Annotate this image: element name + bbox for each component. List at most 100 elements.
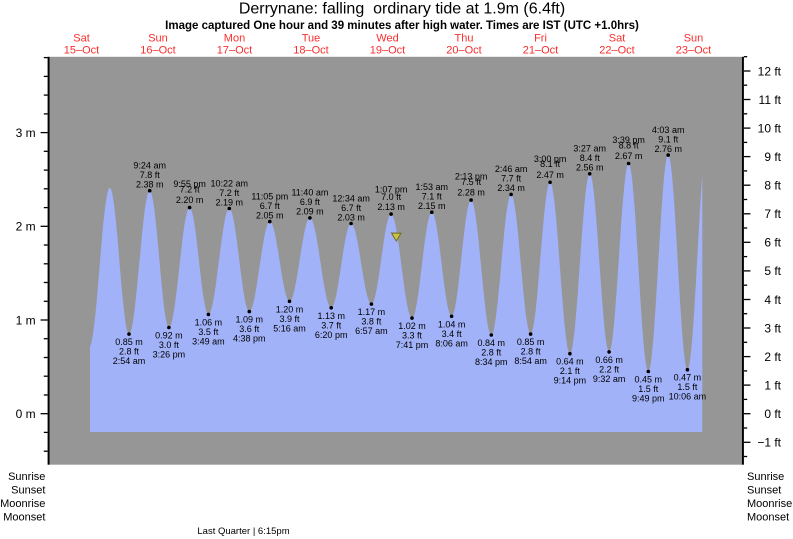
svg-text:Derrynane: falling ordinary t: Derrynane: falling ordinary tide at 1.9m… (239, 1, 565, 18)
svg-text:3.8 ft: 3.8 ft (361, 317, 382, 327)
svg-text:Moonrise: Moonrise (747, 498, 792, 510)
svg-text:6.7 ft: 6.7 ft (341, 203, 362, 213)
svg-text:0.47 m: 0.47 m (674, 373, 702, 383)
svg-text:2.03 m: 2.03 m (337, 212, 365, 222)
svg-text:2.56 m: 2.56 m (576, 163, 604, 173)
svg-text:3:39 pm: 3:39 pm (612, 135, 645, 145)
svg-text:0.85 m: 0.85 m (115, 337, 143, 347)
svg-text:2.15 m: 2.15 m (418, 201, 446, 211)
svg-text:3:49 am: 3:49 am (192, 336, 225, 346)
svg-text:7.2 ft: 7.2 ft (219, 188, 240, 198)
svg-text:8:34 pm: 8:34 pm (475, 357, 508, 367)
svg-text:3.6 ft: 3.6 ft (239, 324, 260, 334)
svg-text:7:41 pm: 7:41 pm (396, 340, 429, 350)
svg-text:2.47 m: 2.47 m (536, 170, 564, 180)
svg-text:Moonrise: Moonrise (0, 498, 45, 510)
svg-text:Thu: Thu (455, 33, 474, 45)
svg-text:10 ft: 10 ft (758, 121, 782, 135)
svg-text:15–Oct: 15–Oct (64, 45, 99, 57)
svg-text:7 ft: 7 ft (764, 207, 781, 221)
svg-text:2.2 ft: 2.2 ft (599, 364, 620, 374)
svg-text:3.7 ft: 3.7 ft (321, 320, 342, 330)
svg-text:11:05 pm: 11:05 pm (251, 191, 288, 201)
svg-text:Sat: Sat (73, 33, 90, 45)
svg-text:Sat: Sat (609, 33, 626, 45)
svg-text:1.17 m: 1.17 m (358, 307, 386, 317)
svg-text:16–Oct: 16–Oct (140, 45, 175, 57)
svg-text:Tue: Tue (302, 33, 321, 45)
svg-text:1.09 m: 1.09 m (236, 315, 264, 325)
svg-text:Sunrise: Sunrise (8, 471, 45, 483)
svg-text:1:07 pm: 1:07 pm (375, 184, 408, 194)
svg-text:Sun: Sun (148, 33, 168, 45)
svg-text:2:13 pm: 2:13 pm (455, 172, 488, 182)
svg-text:0.84 m: 0.84 m (478, 338, 506, 348)
svg-text:Sunrise: Sunrise (747, 471, 784, 483)
svg-text:8.1 ft: 8.1 ft (540, 159, 561, 169)
svg-text:9:49 pm: 9:49 pm (632, 394, 665, 404)
svg-text:9:55 pm: 9:55 pm (173, 179, 206, 189)
svg-text:1.02 m: 1.02 m (398, 321, 426, 331)
svg-text:3 m: 3 m (16, 126, 36, 140)
svg-text:8.4 ft: 8.4 ft (580, 153, 601, 163)
svg-text:7.7 ft: 7.7 ft (501, 174, 522, 184)
svg-text:3:26 pm: 3:26 pm (153, 350, 186, 360)
svg-text:3 ft: 3 ft (764, 321, 781, 335)
svg-text:Sunset: Sunset (747, 484, 781, 496)
svg-text:8:54 am: 8:54 am (514, 356, 547, 366)
svg-text:3.4 ft: 3.4 ft (442, 329, 463, 339)
svg-text:2.28 m: 2.28 m (457, 188, 485, 198)
svg-text:2.20 m: 2.20 m (176, 195, 204, 205)
svg-text:2.09 m: 2.09 m (296, 207, 324, 217)
svg-text:20–Oct: 20–Oct (446, 45, 481, 57)
svg-text:4:38 pm: 4:38 pm (233, 334, 266, 344)
svg-text:7.5 ft: 7.5 ft (461, 177, 482, 187)
svg-text:10:06 am: 10:06 am (669, 392, 707, 402)
svg-text:9:14 pm: 9:14 pm (554, 376, 587, 386)
svg-text:8 ft: 8 ft (764, 179, 781, 193)
svg-text:2.19 m: 2.19 m (216, 197, 244, 207)
svg-text:2.67 m: 2.67 m (615, 151, 643, 161)
svg-text:Last Quarter | 6:15pm: Last Quarter | 6:15pm (197, 526, 289, 537)
svg-text:21–Oct: 21–Oct (523, 45, 558, 57)
svg-text:1 ft: 1 ft (764, 378, 781, 392)
svg-text:0 ft: 0 ft (764, 407, 781, 421)
svg-text:3:27 am: 3:27 am (573, 144, 606, 154)
svg-text:0 m: 0 m (16, 407, 36, 421)
svg-text:2.8 ft: 2.8 ft (481, 348, 502, 358)
svg-text:Fri: Fri (534, 33, 547, 45)
svg-text:3:00 pm: 3:00 pm (534, 154, 567, 164)
svg-text:2 m: 2 m (16, 220, 36, 234)
svg-text:Mon: Mon (224, 33, 245, 45)
svg-text:2.13 m: 2.13 m (377, 202, 405, 212)
svg-text:9:32 am: 9:32 am (593, 374, 626, 384)
svg-text:23–Oct: 23–Oct (676, 45, 711, 57)
svg-text:2.1 ft: 2.1 ft (560, 366, 581, 376)
svg-text:3.0 ft: 3.0 ft (159, 340, 180, 350)
svg-text:3.9 ft: 3.9 ft (279, 314, 300, 324)
svg-text:22–Oct: 22–Oct (599, 45, 634, 57)
svg-text:2:46 am: 2:46 am (495, 164, 528, 174)
svg-text:9:24 am: 9:24 am (133, 161, 166, 171)
svg-text:1.06 m: 1.06 m (195, 317, 223, 327)
svg-text:1.20 m: 1.20 m (276, 304, 304, 314)
svg-text:2:54 am: 2:54 am (113, 356, 146, 366)
svg-text:2.38 m: 2.38 m (136, 180, 164, 190)
svg-text:7.2 ft: 7.2 ft (180, 184, 201, 194)
svg-text:1.13 m: 1.13 m (317, 311, 345, 321)
svg-text:0.66 m: 0.66 m (595, 355, 623, 365)
svg-text:2.8 ft: 2.8 ft (521, 347, 542, 357)
svg-text:1 m: 1 m (16, 313, 36, 327)
svg-text:2.34 m: 2.34 m (497, 183, 525, 193)
svg-text:5 ft: 5 ft (764, 264, 781, 278)
svg-text:7.0 ft: 7.0 ft (381, 192, 402, 202)
svg-text:3.3 ft: 3.3 ft (402, 331, 423, 341)
svg-text:6.9 ft: 6.9 ft (300, 197, 321, 207)
svg-text:1.04 m: 1.04 m (438, 319, 466, 329)
svg-text:6:20 pm: 6:20 pm (315, 330, 348, 340)
svg-text:3.5 ft: 3.5 ft (198, 327, 219, 337)
svg-text:4:03 am: 4:03 am (652, 125, 685, 135)
svg-text:6 ft: 6 ft (764, 236, 781, 250)
svg-text:8.8 ft: 8.8 ft (619, 140, 640, 150)
svg-text:12:34 am: 12:34 am (332, 193, 370, 203)
